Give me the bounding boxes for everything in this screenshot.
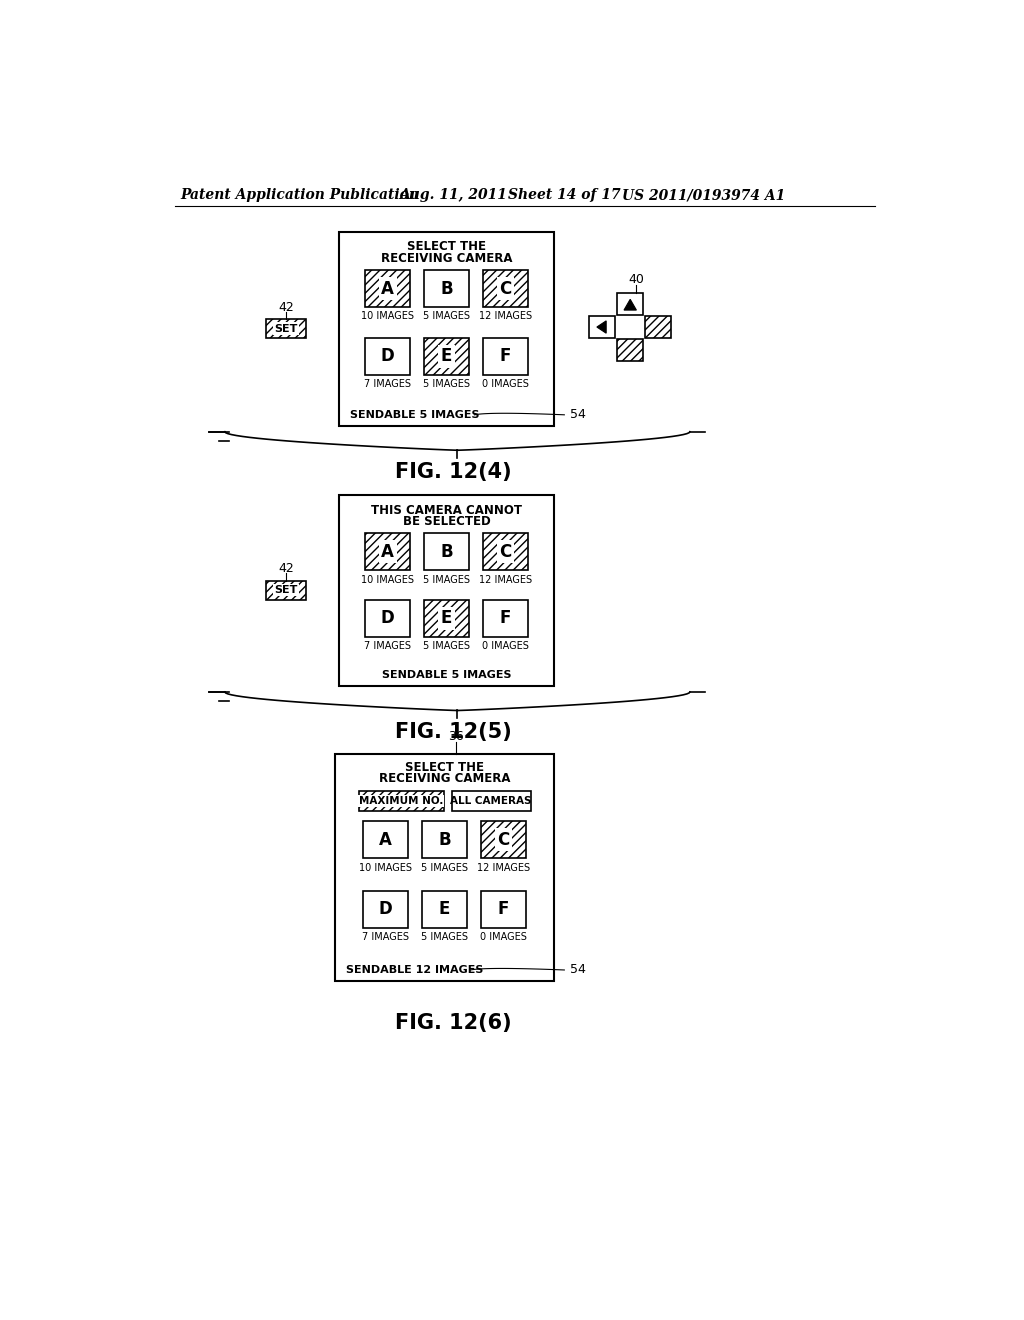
Bar [481, 821, 526, 858]
Text: SELECT THE: SELECT THE [407, 240, 486, 253]
Bar [483, 271, 528, 308]
Bar [422, 821, 467, 858]
Text: 5 IMAGES: 5 IMAGES [423, 574, 470, 585]
Text: B: B [438, 830, 451, 849]
Bar [483, 338, 528, 375]
Text: 7 IMAGES: 7 IMAGES [365, 379, 411, 389]
Text: 5 IMAGES: 5 IMAGES [421, 862, 468, 873]
Text: A: A [381, 280, 394, 297]
Text: BE SELECTED: BE SELECTED [402, 515, 490, 528]
Bar [424, 338, 469, 375]
Bar [339, 231, 554, 425]
Text: D: D [379, 900, 392, 919]
Text: Aug. 11, 2011: Aug. 11, 2011 [399, 189, 507, 202]
Text: SET: SET [274, 585, 298, 595]
Text: B: B [440, 280, 453, 297]
Polygon shape [597, 321, 606, 333]
Bar [589, 317, 615, 338]
Text: 36: 36 [449, 730, 464, 743]
Text: D: D [381, 347, 394, 366]
Text: 12 IMAGES: 12 IMAGES [477, 862, 530, 873]
Text: 54: 54 [569, 964, 586, 977]
Bar [358, 791, 443, 810]
Bar [645, 317, 672, 338]
Text: 12 IMAGES: 12 IMAGES [479, 574, 532, 585]
Text: 5 IMAGES: 5 IMAGES [423, 640, 470, 651]
Bar [335, 754, 554, 981]
Text: 5 IMAGES: 5 IMAGES [423, 312, 470, 321]
Text: 40: 40 [629, 273, 644, 286]
Bar [424, 271, 469, 308]
Text: D: D [381, 609, 394, 627]
Bar [424, 533, 469, 570]
Bar [366, 271, 410, 308]
Text: MAXIMUM NO.: MAXIMUM NO. [359, 796, 443, 805]
Text: A: A [381, 543, 394, 561]
Text: F: F [500, 609, 511, 627]
Text: SET: SET [274, 323, 298, 334]
Text: F: F [498, 900, 509, 919]
Text: 10 IMAGES: 10 IMAGES [361, 312, 414, 321]
Polygon shape [624, 300, 636, 310]
Text: 10 IMAGES: 10 IMAGES [361, 574, 414, 585]
Text: C: C [500, 543, 512, 561]
Text: 0 IMAGES: 0 IMAGES [480, 932, 527, 942]
Text: 0 IMAGES: 0 IMAGES [482, 640, 528, 651]
Text: 0 IMAGES: 0 IMAGES [482, 379, 528, 389]
Text: FIG. 12(6): FIG. 12(6) [395, 1014, 512, 1034]
Bar [617, 293, 643, 314]
Text: Sheet 14 of 17: Sheet 14 of 17 [508, 189, 621, 202]
Text: A: A [379, 830, 392, 849]
Bar [364, 891, 409, 928]
Text: US 2011/0193974 A1: US 2011/0193974 A1 [623, 189, 785, 202]
Text: E: E [439, 900, 451, 919]
Text: 5 IMAGES: 5 IMAGES [423, 379, 470, 389]
Text: C: C [500, 280, 512, 297]
Text: E: E [441, 347, 453, 366]
Bar [266, 319, 306, 338]
Text: Patent Application Publication: Patent Application Publication [180, 189, 420, 202]
Bar [266, 581, 306, 599]
Text: E: E [441, 609, 453, 627]
Bar [364, 821, 409, 858]
Text: RECEIVING CAMERA: RECEIVING CAMERA [381, 252, 512, 265]
Text: 7 IMAGES: 7 IMAGES [365, 640, 411, 651]
Text: ALL CAMERAS: ALL CAMERAS [451, 796, 531, 805]
Bar [366, 338, 410, 375]
Text: 54: 54 [569, 408, 586, 421]
Text: RECEIVING CAMERA: RECEIVING CAMERA [379, 772, 510, 785]
Text: SENDABLE 5 IMAGES: SENDABLE 5 IMAGES [382, 671, 511, 680]
Text: B: B [440, 543, 453, 561]
Text: 42: 42 [279, 301, 294, 314]
Text: SELECT THE: SELECT THE [406, 760, 484, 774]
Text: FIG. 12(4): FIG. 12(4) [395, 462, 512, 482]
Text: THIS CAMERA CANNOT: THIS CAMERA CANNOT [371, 504, 522, 517]
Text: 7 IMAGES: 7 IMAGES [362, 932, 410, 942]
Bar [452, 791, 530, 810]
Text: C: C [498, 830, 510, 849]
Bar [339, 495, 554, 686]
Text: 42: 42 [279, 562, 294, 576]
Bar [483, 533, 528, 570]
Text: F: F [500, 347, 511, 366]
Text: 5 IMAGES: 5 IMAGES [421, 932, 468, 942]
Bar [424, 599, 469, 636]
Text: SENDABLE 12 IMAGES: SENDABLE 12 IMAGES [346, 965, 483, 975]
Bar [617, 339, 643, 360]
Bar [481, 891, 526, 928]
Text: FIG. 12(5): FIG. 12(5) [395, 722, 512, 742]
Text: 10 IMAGES: 10 IMAGES [359, 862, 413, 873]
Bar [483, 599, 528, 636]
Text: SENDABLE 5 IMAGES: SENDABLE 5 IMAGES [349, 409, 479, 420]
Bar [366, 533, 410, 570]
Bar [366, 599, 410, 636]
Text: 12 IMAGES: 12 IMAGES [479, 312, 532, 321]
Bar [422, 891, 467, 928]
